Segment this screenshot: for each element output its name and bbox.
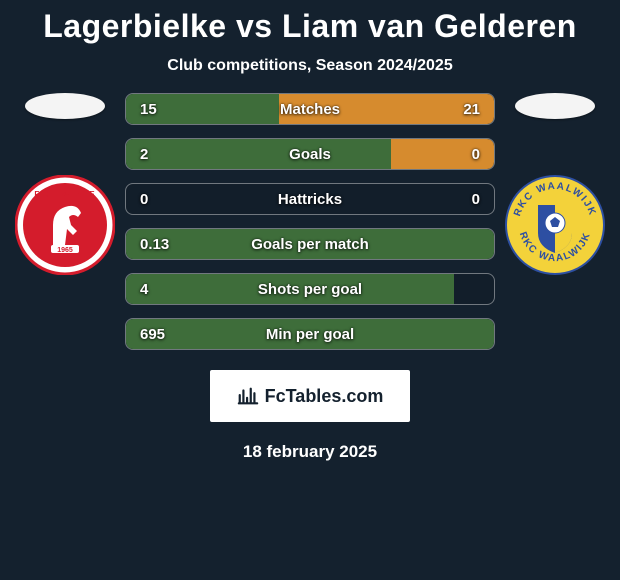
stat-value-right: 0 — [472, 191, 480, 208]
stat-row: 695Min per goal — [125, 318, 495, 350]
stat-row: 4Shots per goal — [125, 273, 495, 305]
stat-row: 0Hattricks0 — [125, 183, 495, 215]
subtitle: Club competitions, Season 2024/2025 — [167, 57, 452, 75]
main-area: F.C. TWENTE 1965 15Matches212Goals00Hatt… — [0, 93, 620, 350]
branding-text: FcTables.com — [265, 386, 384, 407]
stat-label: Goals per match — [126, 236, 494, 253]
stat-value-right: 0 — [472, 146, 480, 163]
svg-text:F.C. TWENTE: F.C. TWENTE — [34, 190, 95, 199]
page-title: Lagerbielke vs Liam van Gelderen — [43, 8, 577, 45]
right-team-col: RKC WAALWIJK RKC WAALWIJK — [495, 93, 615, 275]
stat-label: Goals — [126, 146, 494, 163]
left-flag — [25, 93, 105, 119]
branding-icon — [237, 385, 259, 407]
stat-value-right: 21 — [463, 101, 480, 118]
right-crest: RKC WAALWIJK RKC WAALWIJK — [505, 175, 605, 275]
branding-badge: FcTables.com — [210, 370, 410, 422]
left-crest: F.C. TWENTE 1965 — [15, 175, 115, 275]
stat-label: Min per goal — [126, 326, 494, 343]
right-flag — [515, 93, 595, 119]
stat-row: 15Matches21 — [125, 93, 495, 125]
stat-row: 2Goals0 — [125, 138, 495, 170]
svg-text:1965: 1965 — [57, 247, 73, 254]
stat-label: Shots per goal — [126, 281, 494, 298]
date-line: 18 february 2025 — [243, 442, 377, 462]
stats-col: 15Matches212Goals00Hattricks00.13Goals p… — [125, 93, 495, 350]
comparison-card: Lagerbielke vs Liam van Gelderen Club co… — [0, 0, 620, 580]
left-team-col: F.C. TWENTE 1965 — [5, 93, 125, 275]
stat-row: 0.13Goals per match — [125, 228, 495, 260]
stat-label: Hattricks — [126, 191, 494, 208]
stat-label: Matches — [126, 101, 494, 118]
